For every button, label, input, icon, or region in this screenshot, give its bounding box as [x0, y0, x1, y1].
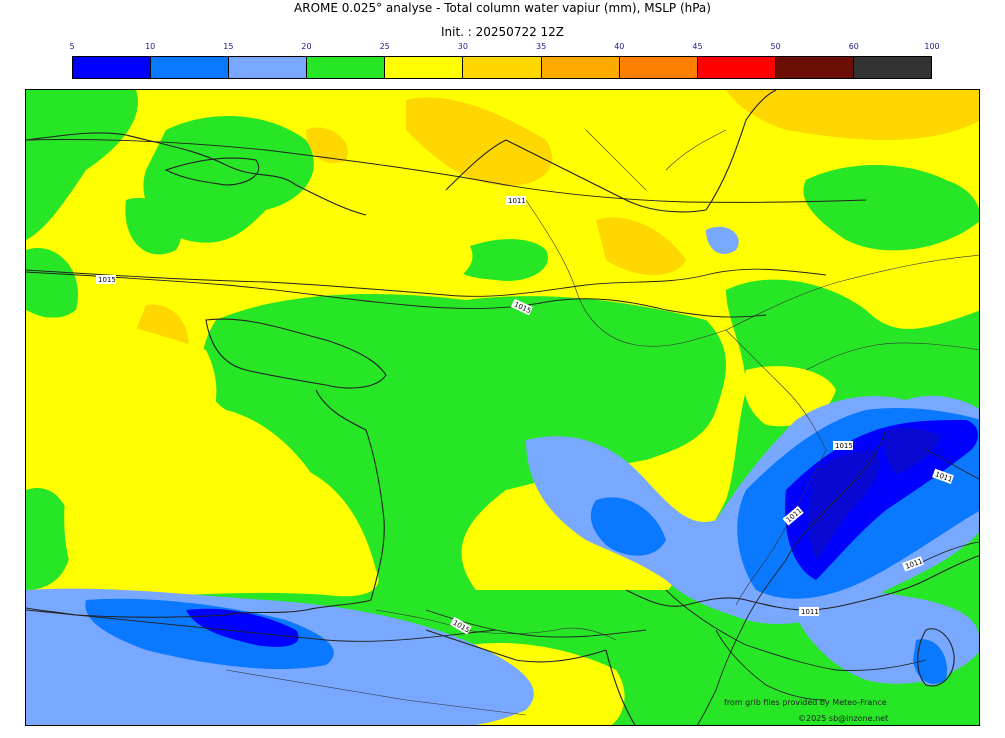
colorbar-segment: [384, 57, 463, 78]
copyright-credit: ©2025 sb@inzone.net: [798, 714, 889, 723]
colorbar-ticks: 5 10 15 20 25 30 35 40 45 50 60 100: [69, 42, 939, 54]
isobar-label: 1015: [833, 441, 853, 450]
colorbar-tick: 25: [379, 42, 390, 51]
colorbar-tick: 5: [69, 42, 75, 51]
isobar-label: 1011: [799, 607, 819, 616]
colorbar-segment: [696, 57, 775, 78]
map-canvas: 1011 1015 1015 1015 1011 1011: [26, 90, 979, 725]
isobar-label: 1015: [96, 275, 116, 284]
colorbar-tick: 45: [692, 42, 703, 51]
colorbar-tick: 20: [301, 42, 312, 51]
isobar-label-text: 1011: [508, 197, 526, 205]
colorbar-tick: 60: [848, 42, 859, 51]
colorbar-segment: [150, 57, 229, 78]
colorbar-tick: 40: [614, 42, 625, 51]
colorbar: [72, 56, 932, 79]
colorbar-segment: [462, 57, 541, 78]
map-title: AROME 0.025° analyse - Total column wate…: [294, 1, 711, 15]
isobar-label: 1011: [506, 196, 526, 205]
map-panel: 1011 1015 1015 1015 1011 1011: [25, 89, 980, 726]
isobar-label-text: 1015: [835, 442, 853, 450]
colorbar-tick: 35: [536, 42, 547, 51]
colorbar-segment: [852, 57, 932, 78]
isobar-label-text: 1015: [98, 276, 116, 284]
colorbar-segment: [774, 57, 853, 78]
colorbar-segment: [618, 57, 697, 78]
colorbar-segment: [540, 57, 619, 78]
colorbar-tick: 50: [770, 42, 781, 51]
data-source-credit: from grib files provided by Meteo-France: [724, 698, 887, 707]
init-time: Init. : 20250722 12Z: [440, 25, 565, 39]
colorbar-segment: [73, 57, 151, 78]
colorbar-tick: 15: [223, 42, 234, 51]
isobars: [26, 139, 979, 725]
colorbar-segment: [228, 57, 307, 78]
colorbar-tick: 10: [145, 42, 156, 51]
colorbar-tick: 100: [924, 42, 940, 51]
wv-alps-detail: [808, 427, 941, 560]
colorbar-segment: [306, 57, 385, 78]
isobar-label-text: 1011: [801, 608, 819, 616]
colorbar-tick: 30: [457, 42, 468, 51]
